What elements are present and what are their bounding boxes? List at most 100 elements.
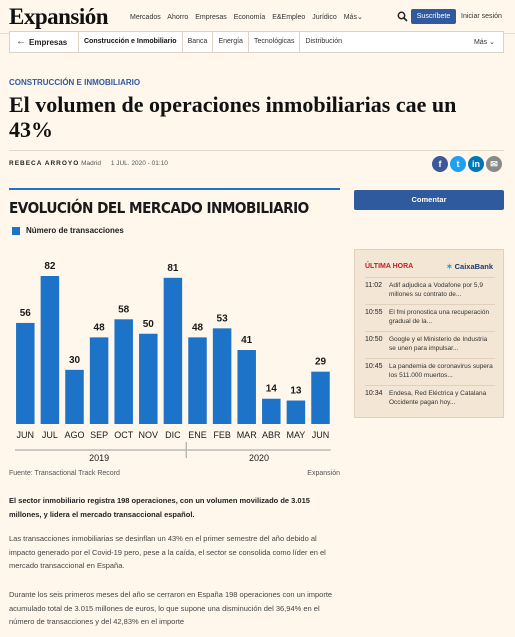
byline: REBECA ARROYO Madrid 1 JUL. 2020 - 01:10 <box>9 160 168 167</box>
nav-item-empleo[interactable]: E&Empleo <box>272 14 306 21</box>
bar-value-label: 56 <box>20 308 32 319</box>
linkedin-icon[interactable]: in <box>468 156 484 172</box>
legend-label: Número de transacciones <box>26 226 124 235</box>
subsection-banca[interactable]: Banca <box>181 32 213 52</box>
news-time: 10:55 <box>365 309 383 316</box>
x-tick-label: ENE <box>188 430 207 440</box>
bar-value-label: 48 <box>94 322 106 333</box>
chart-bar <box>212 328 232 424</box>
x-tick-label: SEP <box>90 430 108 440</box>
main-nav: Mercados Ahorro Empresas Economía E&Empl… <box>130 13 368 21</box>
article-kicker[interactable]: CONSTRUCCIÓN E INMOBILIARIO <box>9 78 141 87</box>
news-time: 10:50 <box>365 336 383 343</box>
legend-swatch <box>12 227 20 235</box>
nav-item-empresas[interactable]: Empresas <box>195 14 227 21</box>
chart-bar <box>114 319 133 424</box>
news-headline[interactable]: La pandemia de coronavirus supera los 51… <box>389 363 493 379</box>
news-item[interactable]: 11:02 Adif adjudica a Vodafone por 5,9 m… <box>365 277 495 299</box>
year-label: 2019 <box>89 453 109 463</box>
latest-news-box: ÚLTIMA HORA ✶ CaixaBank 11:02 Adif adjud… <box>354 249 504 418</box>
bar-value-label: 14 <box>266 384 278 395</box>
news-item[interactable]: 10:45 La pandemia de coronavirus supera … <box>365 358 495 380</box>
twitter-icon[interactable]: t <box>450 156 466 172</box>
bar-value-label: 53 <box>217 313 229 324</box>
chart-bar <box>16 322 35 424</box>
nav-item-juridico[interactable]: Jurídico <box>312 14 337 21</box>
publish-time: 01:10 <box>151 160 168 167</box>
article-paragraph: Durante los seis primeros meses del año … <box>9 590 333 626</box>
news-headline[interactable]: Adif adjudica a Vodafone por 5,9 millone… <box>389 282 483 298</box>
subsection-distribucion[interactable]: Distribución <box>299 32 347 52</box>
chart-title: EVOLUCIÓN DEL MERCADO INMOBILIARIO <box>9 199 309 217</box>
x-tick-label: AGO <box>64 430 84 440</box>
bar-chart: 56 JUN 82 JUL 30 AGO 48 SEP 58 OCT 50 NOV 81 DIC 48 ENE… <box>15 261 331 463</box>
chart-credit: Expansión <box>307 470 340 477</box>
search-icon[interactable] <box>397 11 408 22</box>
news-time: 10:34 <box>365 390 383 397</box>
comment-button[interactable]: Comentar <box>354 190 504 210</box>
chart-bar <box>163 277 183 424</box>
article-paragraph: Las transacciones inmobiliarias se desin… <box>9 534 326 570</box>
bar-value-label: 82 <box>44 261 56 272</box>
news-time: 10:45 <box>365 363 383 370</box>
bar-value-label: 41 <box>241 335 253 346</box>
subsection-tecnologicas[interactable]: Tecnológicas <box>247 32 299 52</box>
section-bar: ← Empresas Construcción e Inmobiliario B… <box>9 31 504 53</box>
facebook-icon[interactable]: f <box>432 156 448 172</box>
email-icon[interactable]: ✉ <box>486 156 502 172</box>
subsection-more[interactable]: Más ⌄ <box>473 39 495 46</box>
back-arrow-icon[interactable]: ← <box>16 36 26 47</box>
bar-value-label: 81 <box>167 263 179 274</box>
nav-item-economia[interactable]: Economía <box>233 14 266 21</box>
share-buttons: f t in ✉ <box>432 156 502 172</box>
bar-value-label: 13 <box>290 386 302 397</box>
bar-value-label: 58 <box>118 304 130 315</box>
article-lede: El sector inmobiliario registra 198 oper… <box>9 496 310 519</box>
publish-date: 1 JUL. 2020 - <box>110 160 150 167</box>
subsection-energia[interactable]: Energía <box>212 32 248 52</box>
login-link[interactable]: Iniciar sesión <box>461 13 502 20</box>
sponsor-name: CaixaBank <box>454 262 493 271</box>
subsection-construccion[interactable]: Construcción e Inmobiliario <box>78 32 182 52</box>
chart-bar <box>65 369 84 424</box>
news-headline[interactable]: Google y el Ministerio de Industria se u… <box>389 336 488 352</box>
author-name[interactable]: REBECA ARROYO <box>9 160 80 167</box>
news-item[interactable]: 10:34 Endesa, Red Eléctrica y Catalana O… <box>365 385 495 407</box>
article-headline: El volumen de operaciones inmobiliarias … <box>9 92 457 142</box>
x-tick-label: DIC <box>165 430 181 440</box>
chart-bar <box>237 350 256 424</box>
x-tick-label: OCT <box>114 430 134 440</box>
year-label: 2020 <box>249 453 269 463</box>
star-icon: ✶ <box>446 262 453 271</box>
author-location: Madrid <box>81 160 101 167</box>
nav-item-ahorro[interactable]: Ahorro <box>167 14 189 21</box>
news-headline[interactable]: Endesa, Red Eléctrica y Catalana Occiden… <box>389 390 487 406</box>
x-tick-label: NOV <box>139 430 159 440</box>
divider <box>9 150 504 151</box>
chart-top-rule <box>9 188 340 190</box>
x-tick-label: ABR <box>262 430 281 440</box>
nav-item-mas[interactable]: Más⌄ <box>343 14 363 21</box>
chart-bar <box>311 371 330 424</box>
news-item[interactable]: 10:50 Google y el Ministerio de Industri… <box>365 331 495 353</box>
sponsor-logo: ✶ CaixaBank <box>446 262 493 271</box>
bar-value-label: 50 <box>143 319 155 330</box>
news-headline[interactable]: El fmi pronostica una recuperación gradu… <box>389 309 490 325</box>
x-tick-label: MAY <box>286 430 305 440</box>
x-tick-label: FEB <box>213 430 231 440</box>
news-item[interactable]: 10:55 El fmi pronostica una recuperación… <box>365 304 495 326</box>
chart-bar <box>139 333 158 424</box>
chart-source: Fuente: Transactional Track Record <box>9 470 120 477</box>
chart-bar <box>188 337 207 424</box>
chart-bar <box>262 398 281 424</box>
news-time: 11:02 <box>365 282 382 289</box>
x-tick-label: JUN <box>17 430 35 440</box>
section-title[interactable]: Empresas <box>29 38 68 47</box>
site-logo[interactable]: Expansión <box>9 4 109 29</box>
chart-container: EVOLUCIÓN DEL MERCADO INMOBILIARIO Númer… <box>9 188 340 484</box>
nav-item-mercados[interactable]: Mercados <box>130 14 161 21</box>
site-header: Expansión Mercados Ahorro Empresas Econo… <box>0 0 515 34</box>
latest-news-title: ÚLTIMA HORA <box>365 263 414 270</box>
subsection-links: Construcción e Inmobiliario Banca Energí… <box>78 32 347 52</box>
subscribe-button[interactable]: Suscríbete <box>411 9 456 24</box>
